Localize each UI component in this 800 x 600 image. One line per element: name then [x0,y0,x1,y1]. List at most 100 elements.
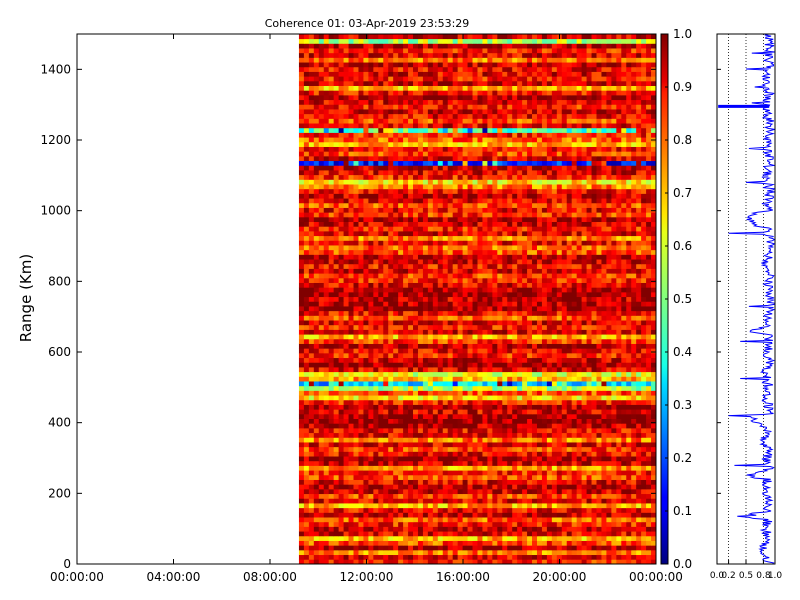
heatmap-cell [601,442,607,448]
heatmap-cell [427,474,434,480]
heatmap-cell [318,526,325,532]
heatmap-cell [413,437,419,443]
heatmap-cell [561,277,568,283]
heatmap-cell [422,549,429,556]
heatmap-cell [591,413,597,419]
heatmap-cell [536,503,543,509]
heatmap-cell [651,413,656,419]
heatmap-cell [457,507,463,513]
heatmap-cell [586,376,592,382]
heatmap-cell [536,371,543,377]
heatmap-cell [422,249,429,255]
heatmap-cell [601,437,607,443]
heatmap-cell [348,291,354,298]
heatmap-cell [482,488,488,495]
heatmap-cell [581,423,587,429]
heatmap-cell [437,507,444,513]
heatmap-cell [576,399,583,405]
heatmap-cell [348,296,354,302]
heatmap-cell [413,399,419,405]
heatmap-cell [651,535,656,541]
heatmap-cell [303,493,310,499]
heatmap-cell [398,301,404,307]
heatmap-cell [333,240,340,246]
heatmap-cell [611,324,617,330]
heatmap-cell [631,334,637,340]
heatmap-cell [303,390,310,396]
heatmap-cell [581,493,587,499]
heatmap-cell [497,521,503,527]
heatmap-cell [398,460,404,466]
heatmap-cell [596,334,602,340]
heatmap-cell [318,381,325,387]
heatmap-cell [646,376,652,382]
heatmap-cell [556,423,563,429]
heatmap-cell [586,470,592,476]
heatmap-cell [303,554,310,560]
heatmap-cell [462,554,468,560]
heatmap-cell [487,348,493,354]
heatmap-cell [398,296,404,302]
heatmap-cell [487,503,493,509]
heatmap-cell [492,409,498,415]
heatmap-cell [417,442,424,448]
heatmap-cell [641,399,647,405]
heatmap-cell [576,470,583,476]
heatmap-cell [631,442,637,448]
heatmap-cell [318,451,325,457]
heatmap-cell [308,545,315,551]
heatmap-cell [616,390,622,396]
heatmap-cell [626,348,632,354]
heatmap-cell [507,273,513,279]
heatmap-cell [457,540,463,546]
heatmap-cell [546,465,553,471]
heatmap-cell [561,549,568,556]
heatmap-cell [368,423,374,429]
heatmap-cell [388,310,394,316]
heatmap-cell [626,263,632,269]
heatmap-cell [512,512,518,518]
heatmap-cell [631,390,637,396]
heatmap-cell [512,545,518,551]
heatmap-cell [477,535,483,541]
heatmap-cell [492,413,498,419]
heatmap-cell [363,479,369,485]
heatmap-cell [427,479,434,485]
heatmap-cell [586,362,592,368]
heatmap-cell [512,559,518,564]
heatmap-cell [576,268,583,274]
heatmap-cell [477,245,483,251]
heatmap-cell [646,423,652,429]
heatmap-cell [611,427,617,434]
heatmap-cell [502,291,508,298]
heatmap-cell [512,395,518,401]
heatmap-cell [576,287,583,293]
heatmap-cell [576,413,583,419]
heatmap-cell [388,456,394,462]
heatmap-cell [373,296,379,302]
heatmap-cell [398,521,404,527]
heatmap-cell [452,263,459,269]
heatmap-cell [417,263,424,269]
heatmap-cell [403,296,409,302]
heatmap-cell [621,320,627,326]
heatmap-cell [561,240,568,246]
heatmap-cell [596,521,602,527]
heatmap-cell [303,259,310,265]
heatmap-cell [651,249,656,255]
heatmap-cell [581,390,587,396]
heatmap-cell [611,437,617,443]
heatmap-cell [333,329,340,335]
heatmap-cell [581,540,587,546]
heatmap-cell [561,315,568,321]
heatmap-cell [368,367,374,373]
heatmap-cell [348,273,354,279]
heatmap-cell [413,324,419,330]
heatmap-cell [328,559,335,564]
heatmap-cell [576,385,583,391]
heatmap-cell [383,446,389,452]
heatmap-cell [388,549,394,556]
heatmap-cell [422,381,429,387]
heatmap-cell [631,427,637,434]
heatmap-cell [353,507,359,513]
